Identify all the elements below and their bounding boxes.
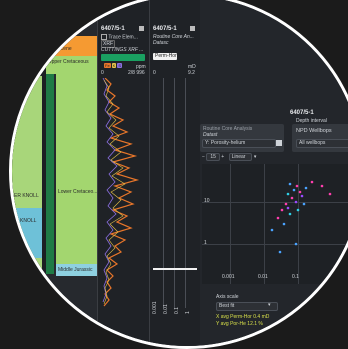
grid-v: [298, 164, 299, 284]
track-well-name: 6407/5-1: [153, 26, 177, 32]
y-tick-10: 10: [204, 198, 210, 204]
source-panel: Routine Core Analysis Datast Y: Porosity…: [200, 124, 284, 152]
grid-h: [202, 202, 348, 203]
xrf-curves: [102, 78, 140, 307]
xrf-curve-orange: [103, 78, 140, 307]
perm-field[interactable]: Perm-Hor: [153, 53, 177, 60]
bottom-tick-4: 1: [185, 311, 191, 314]
minus-icon[interactable]: −: [202, 154, 205, 160]
wells-panel: NPD Wellbops All wellbops: [292, 124, 348, 152]
track-subtitle: CUTTINGS XRF ...: [101, 47, 144, 53]
source-label: Routine Core Analysis: [203, 126, 253, 132]
x-tick-3: 0.1: [292, 274, 299, 280]
scale-unit: mD: [188, 64, 196, 70]
unit-side-bar: [46, 74, 54, 274]
scale-min: 0: [101, 70, 104, 76]
unit-middle-jurassic[interactable]: Middle Jurassic: [56, 264, 102, 276]
checkbox-label: Trace Elem...: [108, 34, 138, 41]
element-chip-bar: Fe K S: [101, 54, 145, 68]
xrf-curve-purple: [102, 78, 118, 303]
cuttings-track: 6407/5-1 Trace Elem... XRF CUTTINGS XRF …: [97, 0, 150, 346]
stratigraphy-column: ER KNOLL KNOLL Paleocene Upper Cretaceou…: [12, 0, 112, 346]
axis-scale-select[interactable]: Best fit: [216, 302, 278, 311]
scale-unit: ppm: [136, 64, 146, 70]
wells-title: NPD Wellbops: [296, 128, 332, 134]
binning-row: − 15 + Linear ▾: [202, 153, 257, 161]
side-label-2: KNOLL: [20, 218, 37, 224]
wells-select[interactable]: All wellbops: [296, 139, 348, 148]
track-well-name: 6407/5-1: [101, 26, 125, 32]
core-sample-marker: [153, 268, 197, 270]
scatter-points: [270, 180, 332, 254]
plus-icon[interactable]: +: [221, 154, 225, 160]
unit-lower-cretaceous[interactable]: Lower Cretaceo...: [56, 74, 102, 264]
axis-scale-label: Axis scale: [216, 294, 239, 300]
unit-label: Upper Cretaceous: [48, 59, 89, 65]
grid-v: [264, 164, 265, 284]
magnifier-view: ER KNOLL KNOLL Paleocene Upper Cretaceou…: [9, 0, 348, 349]
routine-core-track: 6407/5-1 Routine Core An... Datasc Perm-…: [149, 0, 201, 346]
crossplot-title: Depth interval: [296, 118, 327, 124]
strat-units: Paleocene Upper Cretaceous Lower Cretace…: [46, 0, 102, 346]
grid-h: [202, 244, 348, 245]
source-sub: Datast: [203, 132, 218, 138]
track-subtitle: Datasc: [153, 40, 169, 46]
scale-min: 0: [153, 70, 156, 76]
scale-max: 9.2: [188, 70, 195, 76]
track-title: Routine Core An...: [153, 34, 194, 40]
binning-input[interactable]: 15: [206, 153, 220, 161]
bottom-tick-1: 0.001: [152, 301, 158, 314]
unit-upper-cretaceous[interactable]: Upper Cretaceous: [46, 56, 102, 74]
x-tick-1: 0.001: [222, 274, 235, 280]
unit-label: Lower Cretaceo...: [58, 189, 98, 195]
chip-fe[interactable]: Fe: [104, 63, 111, 68]
side-label-1: ER KNOLL: [14, 193, 39, 199]
chevron-down-icon[interactable]: ▾: [253, 154, 257, 160]
unit-paleocene[interactable]: Paleocene: [46, 36, 102, 56]
scale-select[interactable]: Linear: [228, 153, 253, 161]
grid-line: [174, 78, 175, 308]
xrf-badge: XRF: [101, 40, 115, 48]
unit-label: Middle Jurassic: [58, 267, 93, 273]
legend-x: X avg Perm-Hor 0.4 mD: [216, 314, 270, 320]
grid-icon[interactable]: [276, 140, 282, 146]
y-tick-1: 1: [204, 240, 207, 246]
bottom-tick-2: 0.01: [163, 304, 169, 314]
grid-line: [185, 78, 186, 308]
chip-s[interactable]: S: [117, 63, 123, 68]
unit-label: Paleocene: [48, 46, 72, 52]
bottom-tick-3: 0.1: [174, 307, 180, 314]
legend-y: Y avg Por-He 12.1 %: [216, 321, 263, 327]
trace-checkbox-row[interactable]: Trace Elem...: [101, 34, 138, 40]
grid-line: [163, 78, 164, 308]
strat-fill-left-blue: [12, 208, 42, 258]
grid-v: [230, 164, 231, 284]
scale-max: 2/8 996: [128, 70, 145, 76]
xrf-curve-yellow: [103, 79, 126, 305]
variable-select[interactable]: Y: Porosity-helium: [202, 139, 276, 148]
crossplot-panel: 6407/5-1 Depth interval Routine Core Ana…: [200, 0, 348, 346]
crossplot-well: 6407/5-1: [290, 110, 314, 116]
chip-k[interactable]: K: [111, 63, 117, 68]
scatter-plot: 10 1 0.001 0.01 0.1: [202, 164, 348, 284]
track-menu-icon[interactable]: [190, 26, 195, 31]
x-tick-2: 0.01: [258, 274, 268, 280]
chevron-down-icon[interactable]: ▾: [268, 302, 271, 308]
track-menu-icon[interactable]: [139, 26, 144, 31]
